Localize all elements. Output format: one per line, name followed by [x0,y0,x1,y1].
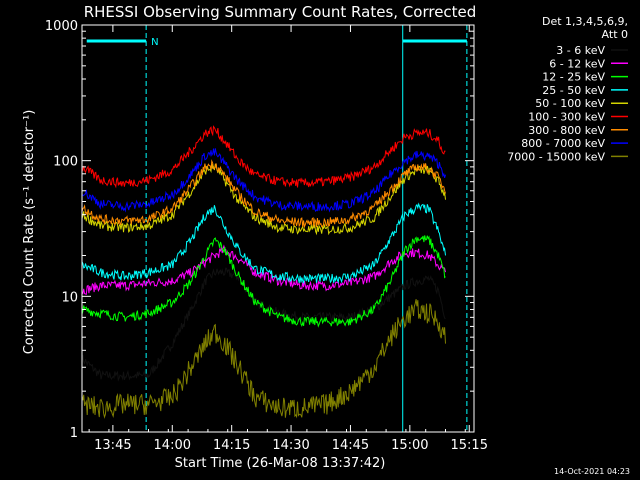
series-group [81,125,446,419]
night-label: N [151,37,158,48]
y-tick-label: 100 [53,155,78,170]
series-line-8 [81,299,446,419]
axes: 13:45 14:00 14:15 14:30 14:45 15:00 15:15 1 10 10… [45,19,488,453]
legend-entry-label: 3 - 6 keV [556,44,605,57]
x-tick-label: 14:30 [272,438,309,453]
chart-title: RHESSI Observing Summary Count Rates, Co… [84,3,477,21]
generation-timestamp: 14-Oct-2021 04:23 [554,467,630,476]
x-tick-label: 15:00 [391,438,428,453]
legend-entry-label: 6 - 12 keV [549,57,605,70]
x-tick-label: 15:15 [451,438,488,453]
series-line-3 [81,202,446,284]
series-line-4 [81,163,446,236]
series-line-2 [81,235,446,328]
legend-entry-label: 50 - 100 keV [535,97,605,110]
plot-frame [81,24,475,433]
series-line-1 [81,244,446,295]
legend-entry-label: 100 - 300 keV [528,111,605,124]
legend-detector-label: Det 1,3,4,5,6,9, [542,15,628,28]
x-tick-label: 13:45 [94,438,131,453]
y-tick-label: 1000 [45,19,78,34]
y-tick-label: 1 [70,426,78,441]
y-axis-label: Corrected Count Rate (s⁻¹ detector⁻¹) [22,110,37,355]
legend-entry-label: 25 - 50 keV [542,84,605,97]
legend-entry-label: 800 - 7000 keV [521,137,605,150]
legend-entry-label: 7000 - 15000 keV [507,150,605,163]
series-line-6 [81,159,446,229]
legend-entry-label: 12 - 25 keV [542,71,605,84]
x-axis-label: Start Time (26-Mar-08 13:37:42) [175,456,386,471]
night-annotations: N [86,25,468,432]
legend-entry-label: 300 - 800 keV [528,124,605,137]
legend-attenuator-label: Att 0 [602,28,628,41]
series-line-5 [81,125,446,189]
x-tick-label: 14:00 [154,438,191,453]
y-tick-label: 10 [61,290,78,305]
series-line-7 [81,148,446,213]
x-tick-label: 14:15 [213,438,250,453]
x-tick-label: 14:45 [332,438,369,453]
